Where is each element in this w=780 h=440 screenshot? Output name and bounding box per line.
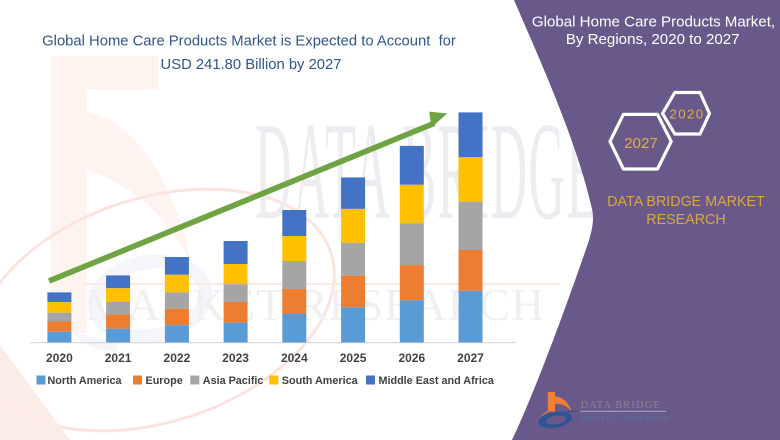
svg-text:DATA BRIDGE: DATA BRIDGE [581,400,661,411]
svg-text:2021: 2021 [105,351,132,365]
svg-text:2023: 2023 [222,351,249,365]
svg-text:2020: 2020 [46,351,73,365]
svg-text:Middle East and Africa: Middle East and Africa [379,375,495,387]
svg-text:2020: 2020 [670,107,705,122]
svg-text:2022: 2022 [164,351,191,365]
svg-text:2024: 2024 [281,351,308,365]
svg-text:North America: North America [48,375,123,387]
svg-text:By Regions, 2020 to 2027: By Regions, 2020 to 2027 [566,31,740,48]
svg-text:DATA BRIDGE: DATA BRIDGE [255,93,599,249]
svg-text:2027: 2027 [457,351,484,365]
svg-text:2025: 2025 [340,351,367,365]
svg-text:DATA BRIDGE MARKET: DATA BRIDGE MARKET [607,194,765,210]
svg-text:2027: 2027 [624,135,658,152]
svg-text:RESEARCH: RESEARCH [646,212,725,228]
svg-text:Europe: Europe [146,375,183,387]
svg-text:MARKET RESEARCH: MARKET RESEARCH [582,416,670,423]
svg-text:2026: 2026 [398,351,425,365]
svg-text:South America: South America [282,375,359,387]
svg-text:USD 241.80 Billion by 2027: USD 241.80 Billion by 2027 [161,57,342,73]
svg-text:Asia Pacific: Asia Pacific [203,375,264,387]
svg-text:Global Home Care Products Mark: Global Home Care Products Market, [532,14,775,31]
svg-text:Global Home Care Products Mark: Global Home Care Products Market is Expe… [42,34,456,50]
